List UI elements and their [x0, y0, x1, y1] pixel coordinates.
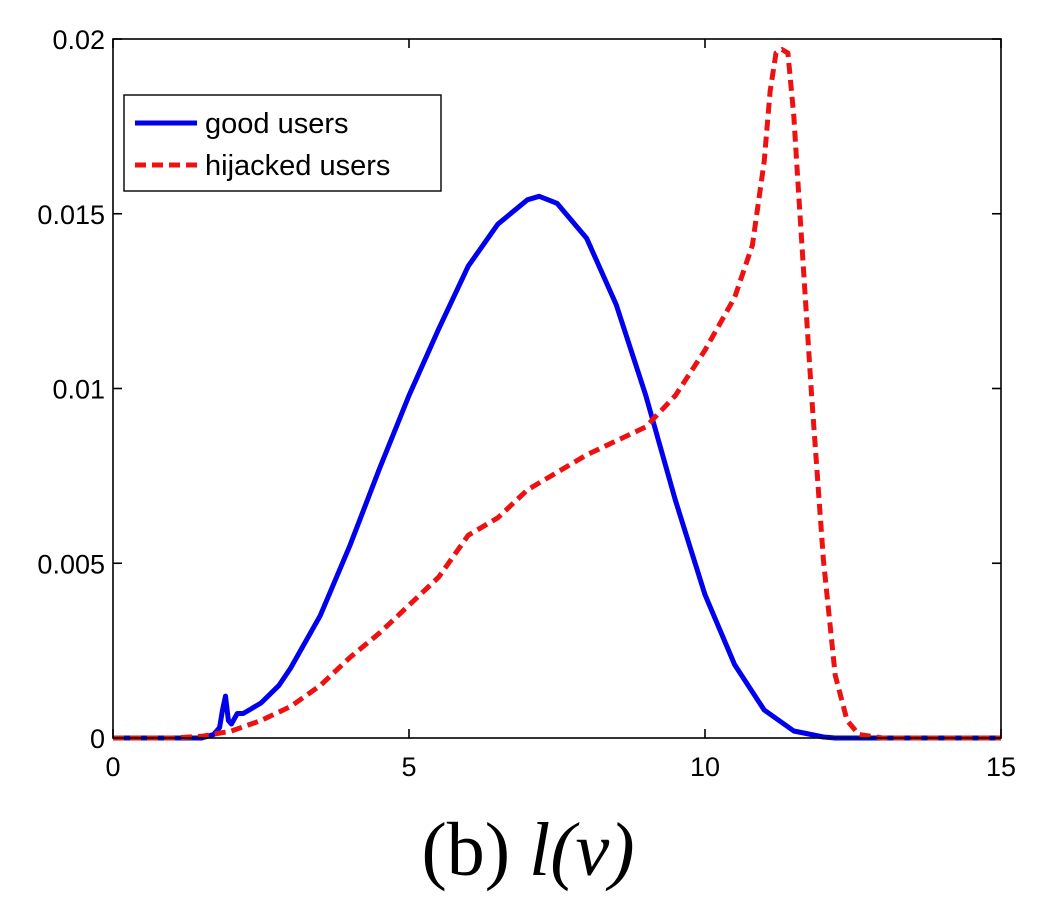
caption-math: l(v) [529, 808, 635, 892]
y-tick-label: 0.015 [37, 200, 105, 230]
x-tick-label: 10 [690, 752, 720, 782]
series-layer [113, 47, 1001, 741]
y-tick-label: 0.02 [52, 25, 105, 55]
legend-label-good-users: good users [205, 108, 349, 140]
series-line-hijacked-users [113, 47, 1001, 741]
chart-caption: (b) l(v) [0, 800, 1056, 900]
x-tick-label: 5 [401, 752, 416, 782]
x-tick-label: 0 [105, 752, 120, 782]
series-line-good-users [113, 193, 1001, 741]
chart: 0 5 10 15 0 0.005 0.01 0.015 0.02 good users hij… [37, 25, 1016, 782]
legend-label-hijacked-users: hijacked users [205, 150, 390, 182]
y-tick-label: 0.005 [37, 549, 105, 579]
y-tick-label: 0 [90, 724, 105, 754]
caption-label: (b) [421, 808, 511, 892]
legend: good users hijacked users [123, 94, 442, 192]
plot-frame [112, 38, 1002, 739]
y-tick-label: 0.01 [52, 375, 105, 405]
legend-box [123, 94, 442, 192]
x-tick-label: 15 [986, 752, 1016, 782]
